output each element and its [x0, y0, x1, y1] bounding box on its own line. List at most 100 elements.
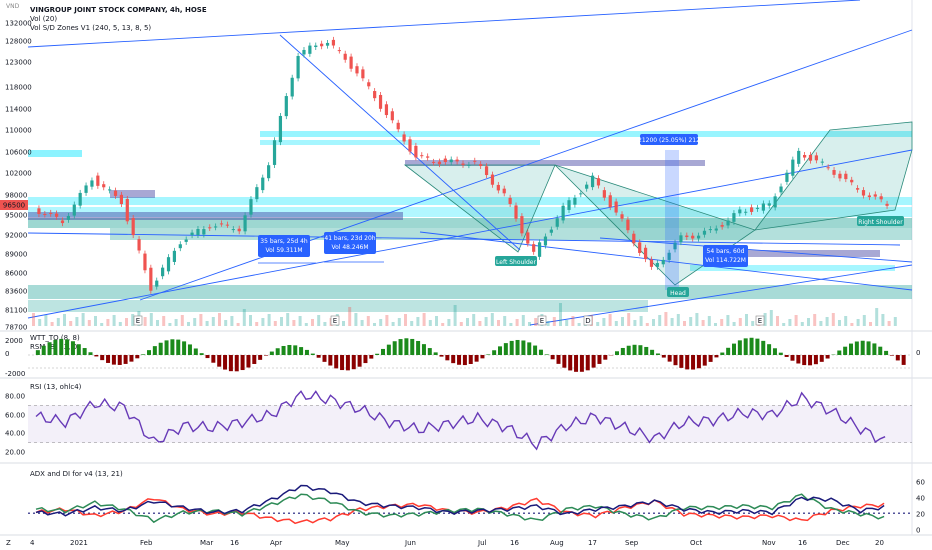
wtt-bar-16	[123, 355, 128, 364]
candle-body-40	[272, 140, 277, 165]
candle-body-48	[320, 43, 324, 47]
candle-body-83	[526, 232, 530, 244]
volume-bar-67	[447, 319, 451, 326]
wtt-bar-119	[726, 347, 731, 355]
time-tick-16: Dec	[836, 539, 850, 547]
volume-bar-112	[726, 315, 730, 326]
wtt-bar-70	[439, 355, 444, 357]
wtt-bar-31	[211, 355, 216, 363]
wtt-bar-136	[825, 355, 830, 359]
candle-body-119	[738, 209, 742, 214]
candle-body-102	[638, 242, 642, 253]
time-tick-15: 16	[798, 539, 807, 547]
zone-band-2	[28, 207, 912, 217]
wtt-bar-101	[620, 347, 625, 355]
candle-body-82	[520, 216, 524, 234]
candle-body-93	[585, 184, 589, 189]
wtt-bar-114	[696, 355, 701, 369]
volume-bar-113	[732, 322, 736, 326]
volume-bar-26	[193, 318, 197, 326]
candle-body-120	[744, 211, 748, 213]
event-marker-3: D	[585, 317, 590, 325]
volume-bar-22	[168, 323, 172, 326]
adx-legend[interactable]: ADX and DI for v4 (13, 21)	[30, 470, 123, 479]
trend-line-6	[27, 232, 901, 246]
wtt-bar-59	[375, 353, 380, 355]
volume-bar-84	[552, 317, 556, 326]
range-box-3-text-0: 21200 (25.05%) 212	[638, 137, 700, 144]
time-tick-9: 16	[510, 539, 519, 547]
wtt-bar-98	[603, 355, 608, 360]
candle-body-38	[261, 177, 265, 191]
candle-body-67	[431, 161, 436, 163]
candle-body-99	[620, 214, 624, 219]
candle-body-57	[373, 91, 377, 99]
wtt-bar-37	[246, 355, 251, 368]
volume-bar-53	[360, 320, 364, 326]
wtt-bar-7	[70, 341, 75, 355]
volume-bar-133	[856, 319, 860, 326]
candle-body-133	[820, 161, 824, 163]
candle-body-47	[314, 45, 318, 48]
candle-body-15	[125, 198, 129, 222]
range-box-2-bg	[324, 232, 376, 254]
range-box-1-bg	[258, 235, 310, 257]
wtt-bar-65	[410, 338, 415, 355]
volume-bar-36	[255, 322, 259, 326]
candle-body-75	[479, 164, 483, 167]
range-box-1-text-1: Vol 59.311M	[265, 247, 302, 254]
adx-tick-0: 60	[916, 479, 925, 487]
volume-bar-37	[261, 318, 265, 326]
price-tick-6: 106000	[5, 149, 32, 157]
candle-body-35	[243, 215, 247, 232]
volume-bar-75	[497, 320, 500, 326]
wtt-bar-115	[702, 355, 707, 366]
volume-bar-56	[379, 319, 383, 326]
wtt-bar-90	[556, 355, 561, 364]
wtt-bar-134	[813, 355, 818, 365]
candle-body-55	[361, 69, 365, 79]
candle-body-51	[337, 50, 341, 52]
volume-bar-124	[800, 322, 804, 326]
wtt-bar-130	[790, 355, 795, 361]
volume-bar-40	[280, 317, 283, 326]
volume-bar-73	[484, 317, 488, 326]
wtt-bar-122	[743, 338, 748, 355]
candle-body-69	[443, 158, 447, 163]
volume-bar-5	[63, 314, 66, 326]
candle-body-103	[643, 247, 648, 260]
price-tick-13: 83600	[5, 288, 27, 296]
candle-body-123	[761, 203, 765, 211]
wtt-bar-42	[275, 348, 280, 355]
left-shoulder-label-text-0: Left Shoulder	[496, 259, 536, 266]
volume-bar-93	[608, 314, 612, 326]
price-tick-9: 95000	[5, 212, 27, 220]
volume-bar-14	[118, 322, 122, 326]
volume-bar-38	[267, 314, 271, 326]
range-box-2-text-1: Vol 48.246M	[331, 244, 368, 251]
vol-line: Vol (20)	[30, 15, 58, 23]
zoom-icon: Z	[6, 539, 11, 547]
candle-body-97	[608, 195, 612, 208]
candle-body-27	[196, 228, 200, 236]
volume-bar-107	[695, 313, 699, 326]
zone-band-9	[405, 160, 705, 166]
volume-bar-103	[670, 318, 674, 326]
rsi-legend[interactable]: RSI (13, ohlc4)	[30, 383, 81, 392]
volume-bar-9	[87, 320, 91, 326]
volume-bar-57	[385, 315, 389, 326]
candle-body-91	[573, 197, 577, 205]
wtt-bar-96	[591, 355, 596, 368]
candle-body-142	[873, 194, 877, 197]
volume-bar-52	[354, 313, 358, 326]
volume-bar-106	[689, 317, 693, 326]
candle-body-32	[225, 224, 230, 226]
symbol-legend[interactable]: VINGROUP JOINT STOCK COMPANY, 4h, HOSE V…	[30, 6, 207, 33]
volume-bar-129	[831, 313, 835, 326]
volume-bar-102	[664, 312, 668, 326]
measure-column	[665, 150, 679, 290]
wtt-bar-69	[433, 352, 438, 355]
volume-bar-139	[893, 317, 897, 326]
volume-bar-24	[180, 315, 184, 326]
